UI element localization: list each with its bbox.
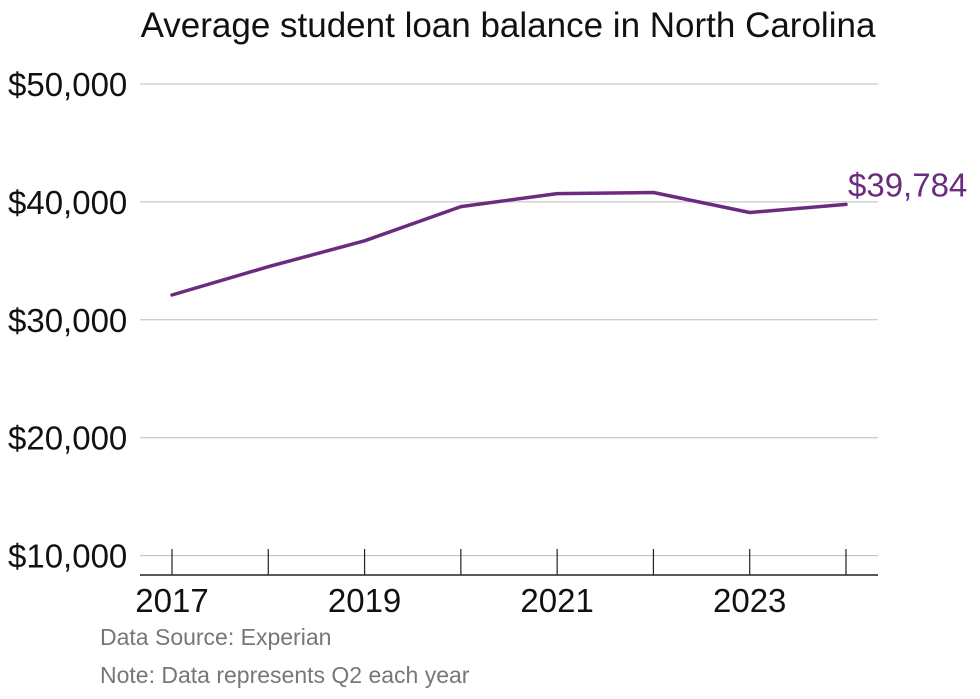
x-tick-label: 2023 [713,582,786,619]
y-tick-label: $30,000 [8,302,127,339]
series-group: $39,784 [170,166,967,297]
data-note: Note: Data represents Q2 each year [100,662,470,688]
data-source-note: Data Source: Experian [100,624,332,650]
data-point [749,212,751,214]
y-axis-ticks: $10,000 $20,000 $30,000 $40,000 $50,000 [8,66,127,575]
data-point [652,191,654,193]
data-point [460,206,462,208]
data-point [556,193,558,195]
line-chart: Average student loan balance in North Ca… [8,6,967,619]
y-tick-label: $40,000 [8,184,127,221]
chart-title: Average student loan balance in North Ca… [141,6,876,45]
y-tick-label: $10,000 [8,538,127,575]
series-line [170,190,848,297]
end-value-label: $39,784 [848,166,967,203]
data-point [364,240,366,242]
x-axis: 2017 2019 2021 2023 [135,549,878,619]
y-tick-label: $50,000 [8,66,127,103]
x-tick-label: 2021 [520,582,593,619]
x-tick-label: 2017 [135,582,208,619]
data-point [845,203,847,205]
gridlines [140,83,878,557]
x-tick-label: 2019 [328,582,401,619]
y-tick-label: $20,000 [8,420,127,457]
data-point [267,266,269,268]
data-point [171,294,173,296]
